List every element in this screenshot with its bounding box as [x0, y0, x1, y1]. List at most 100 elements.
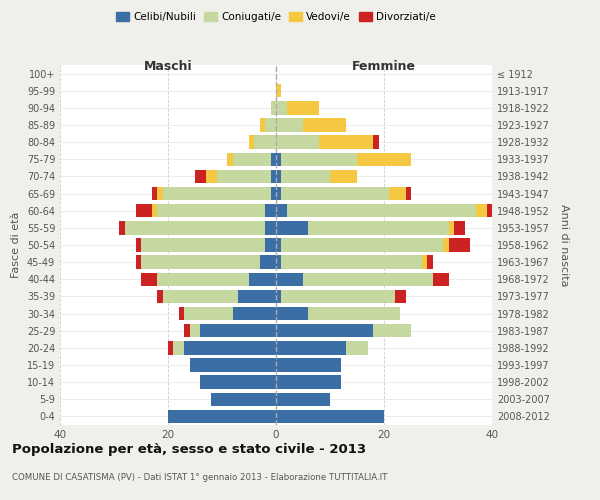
Bar	[276, 152, 281, 166]
Bar	[319, 136, 373, 149]
Bar	[406, 187, 411, 200]
Bar	[449, 238, 470, 252]
Bar	[141, 272, 157, 286]
Text: COMUNE DI CASATISMA (PV) - Dati ISTAT 1° gennaio 2013 - Elaborazione TUTTITALIA.: COMUNE DI CASATISMA (PV) - Dati ISTAT 1°…	[12, 472, 388, 482]
Bar	[276, 101, 287, 114]
Bar	[206, 170, 217, 183]
Bar	[260, 256, 276, 269]
Bar	[125, 221, 265, 234]
Bar	[163, 187, 271, 200]
Y-axis label: Anni di nascita: Anni di nascita	[559, 204, 569, 286]
Bar	[249, 136, 254, 149]
Bar	[303, 272, 433, 286]
Bar	[433, 272, 449, 286]
Bar	[271, 101, 276, 114]
Bar	[211, 392, 276, 406]
Bar	[233, 307, 276, 320]
Bar	[281, 170, 330, 183]
Bar	[136, 256, 141, 269]
Bar	[276, 410, 384, 423]
Bar	[168, 410, 276, 423]
Bar	[276, 187, 281, 200]
Bar	[422, 256, 427, 269]
Bar	[217, 170, 271, 183]
Bar	[287, 101, 319, 114]
Bar	[168, 341, 173, 354]
Bar	[308, 221, 449, 234]
Bar	[476, 204, 487, 218]
Text: Femmine: Femmine	[352, 60, 416, 73]
Y-axis label: Fasce di età: Fasce di età	[11, 212, 21, 278]
Bar	[281, 256, 422, 269]
Bar	[141, 238, 265, 252]
Bar	[389, 187, 406, 200]
Bar	[276, 204, 287, 218]
Bar	[163, 290, 238, 303]
Bar	[276, 256, 281, 269]
Bar	[265, 238, 276, 252]
Bar	[233, 152, 271, 166]
Bar	[276, 221, 308, 234]
Bar	[395, 290, 406, 303]
Bar	[227, 152, 233, 166]
Bar	[184, 307, 233, 320]
Bar	[260, 118, 265, 132]
Bar	[136, 204, 152, 218]
Bar	[427, 256, 433, 269]
Bar	[254, 136, 276, 149]
Bar	[281, 290, 395, 303]
Bar	[265, 221, 276, 234]
Bar	[271, 152, 276, 166]
Bar	[373, 136, 379, 149]
Bar	[281, 152, 357, 166]
Bar	[281, 238, 443, 252]
Bar	[276, 272, 303, 286]
Bar	[157, 187, 163, 200]
Bar	[152, 187, 157, 200]
Bar	[276, 170, 281, 183]
Bar	[276, 290, 281, 303]
Bar	[449, 221, 454, 234]
Bar	[357, 152, 411, 166]
Legend: Celibi/Nubili, Coniugati/e, Vedovi/e, Divorziati/e: Celibi/Nubili, Coniugati/e, Vedovi/e, Di…	[112, 8, 440, 26]
Text: Maschi: Maschi	[143, 60, 193, 73]
Bar	[373, 324, 411, 338]
Bar	[454, 221, 465, 234]
Bar	[157, 272, 249, 286]
Bar	[281, 187, 389, 200]
Bar	[276, 136, 319, 149]
Bar	[271, 170, 276, 183]
Bar	[238, 290, 276, 303]
Bar	[179, 307, 184, 320]
Text: Popolazione per età, sesso e stato civile - 2013: Popolazione per età, sesso e stato civil…	[12, 442, 366, 456]
Bar	[119, 221, 125, 234]
Bar	[184, 341, 276, 354]
Bar	[136, 238, 141, 252]
Bar	[276, 324, 373, 338]
Bar	[173, 341, 184, 354]
Bar	[141, 256, 260, 269]
Bar	[276, 358, 341, 372]
Bar	[152, 204, 157, 218]
Bar	[276, 307, 308, 320]
Bar	[271, 187, 276, 200]
Bar	[276, 238, 281, 252]
Bar	[303, 118, 346, 132]
Bar	[276, 376, 341, 389]
Bar	[276, 392, 330, 406]
Bar	[157, 204, 265, 218]
Bar	[265, 118, 276, 132]
Bar	[184, 324, 190, 338]
Bar	[195, 170, 206, 183]
Bar	[276, 84, 281, 98]
Bar	[346, 341, 368, 354]
Bar	[276, 118, 303, 132]
Bar	[190, 358, 276, 372]
Bar	[249, 272, 276, 286]
Bar	[330, 170, 357, 183]
Bar	[200, 324, 276, 338]
Bar	[443, 238, 449, 252]
Bar	[276, 341, 346, 354]
Bar	[308, 307, 400, 320]
Bar	[190, 324, 200, 338]
